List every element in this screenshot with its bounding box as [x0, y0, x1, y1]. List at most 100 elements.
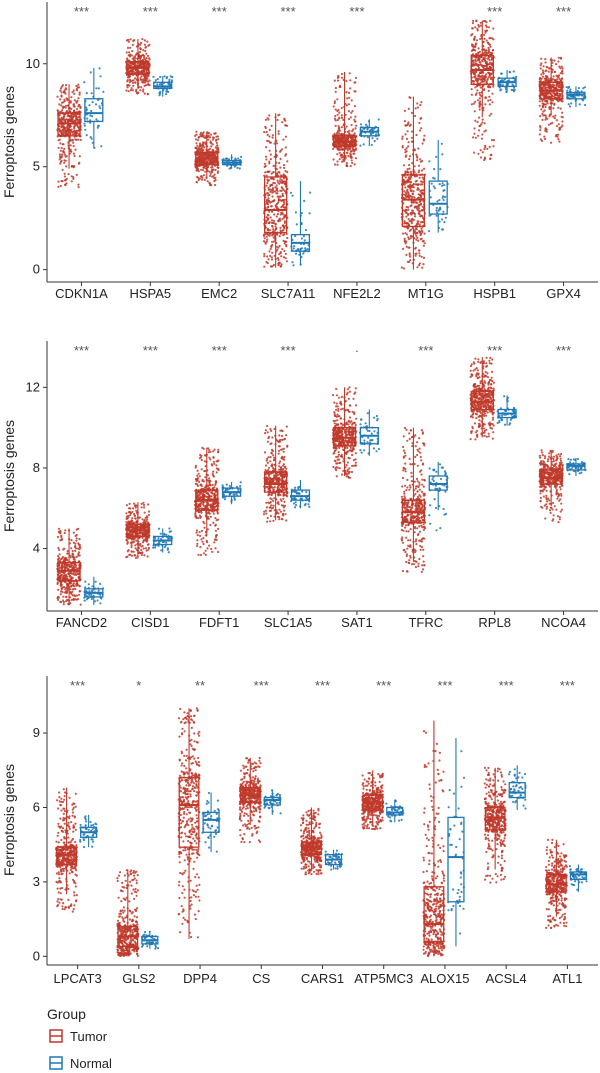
data-point-tumor [407, 194, 410, 197]
data-point-tumor [492, 38, 495, 41]
data-point-normal [167, 551, 170, 554]
data-point-normal [169, 530, 173, 533]
data-point-tumor [480, 80, 483, 83]
data-point-tumor [277, 258, 280, 261]
data-point-tumor [472, 64, 475, 67]
data-point-normal [91, 115, 94, 118]
significance-label-gpx4: *** [556, 4, 571, 19]
data-point-tumor [271, 191, 274, 194]
data-point-tumor [127, 549, 130, 552]
data-point-tumor [481, 121, 484, 124]
data-point-tumor [271, 136, 274, 139]
data-point-tumor [420, 227, 423, 230]
data-point-tumor [140, 548, 143, 552]
data-point-tumor [488, 63, 491, 66]
data-point-tumor [557, 56, 561, 59]
data-point-tumor [478, 129, 481, 132]
data-point-tumor [479, 24, 482, 27]
x-tick-label-hspb1: HSPB1 [473, 286, 516, 301]
data-point-tumor [416, 231, 419, 235]
data-point-tumor [475, 39, 479, 42]
data-point-tumor [485, 39, 488, 42]
data-point-normal [94, 103, 98, 106]
data-point-tumor [57, 527, 61, 530]
data-point-tumor [210, 184, 213, 187]
data-point-tumor [419, 160, 422, 163]
data-point-tumor [75, 84, 78, 88]
data-point-tumor [334, 163, 337, 166]
data-point-tumor [264, 118, 267, 121]
data-point-normal [303, 199, 306, 202]
data-point-tumor [418, 121, 421, 124]
data-point-tumor [75, 533, 78, 537]
data-point-tumor [489, 65, 492, 69]
data-point-tumor [555, 85, 558, 88]
data-point-tumor [350, 123, 353, 127]
data-point-normal [435, 206, 438, 210]
data-point-tumor [272, 228, 275, 231]
data-point-tumor [472, 136, 475, 139]
data-point-tumor [547, 123, 551, 126]
data-point-tumor [479, 61, 482, 64]
data-point-tumor [209, 133, 212, 136]
data-point-normal [238, 167, 241, 170]
data-point-tumor [420, 127, 423, 130]
data-point-tumor [271, 188, 274, 191]
data-point-tumor [421, 221, 425, 224]
data-point-tumor [77, 86, 81, 89]
data-point-tumor [478, 97, 481, 100]
data-point-tumor [341, 76, 344, 79]
data-point-tumor [214, 168, 217, 172]
data-point-tumor [66, 115, 69, 118]
data-point-tumor [281, 205, 284, 208]
y-tick-label-5: 5 [33, 159, 40, 174]
data-point-tumor [551, 68, 554, 71]
data-point-tumor [129, 69, 132, 72]
data-point-normal [577, 87, 581, 90]
data-point-tumor [421, 176, 424, 179]
data-point-normal [433, 167, 436, 171]
data-point-normal [364, 123, 368, 126]
data-point-tumor [279, 251, 282, 254]
data-point-normal [165, 533, 168, 536]
data-point-tumor [416, 102, 419, 105]
data-point-tumor [75, 108, 79, 111]
data-point-normal [87, 583, 90, 586]
data-point-tumor [67, 127, 70, 130]
data-point-tumor [134, 64, 137, 67]
data-point-tumor [484, 31, 487, 34]
data-point-normal [291, 261, 294, 264]
data-point-tumor [129, 89, 132, 92]
data-point-tumor [266, 217, 269, 220]
data-point-tumor [62, 118, 65, 121]
data-point-tumor [269, 216, 272, 219]
data-point-tumor [413, 196, 416, 199]
data-point-tumor [334, 86, 337, 90]
data-point-tumor [142, 90, 145, 93]
data-point-tumor [198, 177, 201, 180]
data-point-tumor [283, 220, 286, 223]
data-point-tumor [265, 235, 268, 238]
data-point-tumor [263, 162, 266, 165]
data-point-tumor [271, 225, 274, 228]
data-point-tumor [73, 545, 77, 549]
data-point-tumor [415, 252, 418, 255]
y-tick-label-12: 12 [26, 379, 40, 394]
data-point-tumor [146, 93, 150, 96]
data-point-tumor [487, 26, 490, 29]
data-point-tumor [540, 57, 543, 60]
data-point-tumor [71, 549, 74, 553]
data-point-tumor [62, 603, 65, 606]
data-point-tumor [558, 95, 561, 98]
data-point-tumor [543, 77, 547, 80]
data-point-tumor [276, 179, 279, 182]
data-point-normal [443, 184, 446, 187]
data-point-tumor [146, 40, 149, 43]
data-point-tumor [488, 103, 491, 106]
data-point-tumor [148, 58, 151, 61]
data-point-normal [511, 83, 514, 86]
data-point-tumor [263, 165, 266, 168]
data-point-tumor [553, 87, 557, 90]
data-point-tumor [137, 64, 140, 67]
data-point-tumor [142, 501, 145, 504]
